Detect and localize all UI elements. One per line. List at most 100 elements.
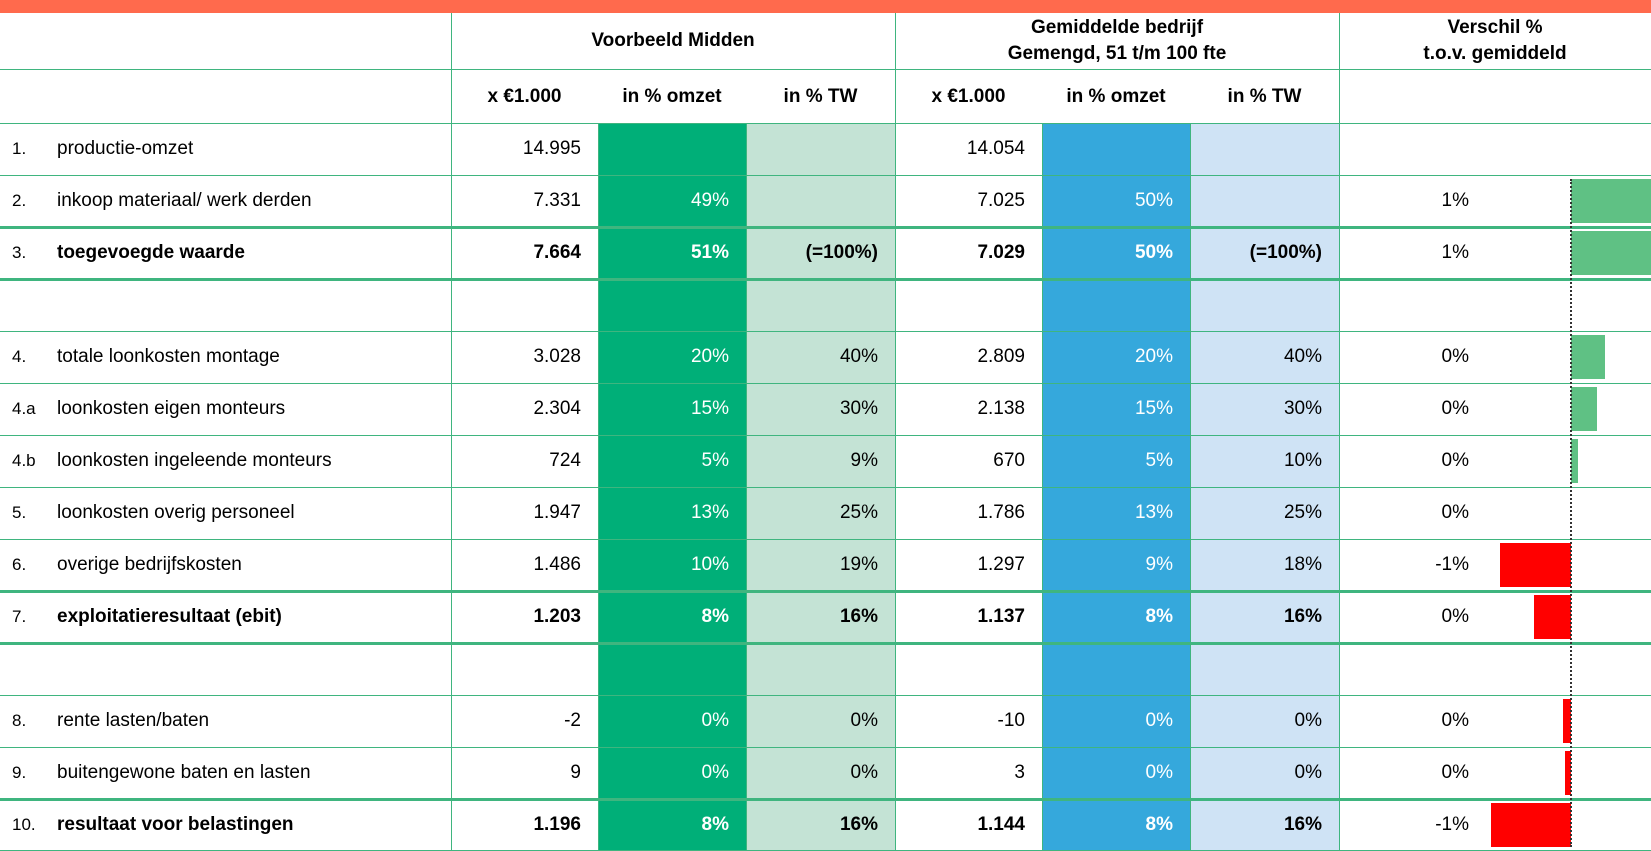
cell-value: 5%: [701, 450, 729, 471]
cell-value: 0%: [701, 762, 729, 783]
grid-line: [0, 69, 1651, 70]
group-title: Verschil %: [1447, 17, 1543, 38]
difference-bar: [1571, 231, 1651, 275]
grid-line: [0, 175, 1651, 176]
difference-bar: [1562, 699, 1571, 743]
cell-value: 16%: [1283, 814, 1322, 835]
cell-value: 9%: [850, 450, 878, 471]
cell-value: 14.995: [522, 138, 581, 159]
difference-value: 0%: [1441, 606, 1469, 627]
cell-value: 0%: [701, 710, 729, 731]
grid-line: [0, 487, 1651, 488]
row-number: 4.: [12, 347, 27, 366]
cell-value: 1.486: [533, 554, 581, 575]
row-number: 10.: [12, 815, 36, 834]
cell-value: 40%: [839, 346, 878, 367]
grid-line: [0, 798, 1651, 801]
cell-value: 2.304: [533, 398, 581, 419]
row-number: 4.a: [12, 399, 36, 418]
difference-bar: [1534, 595, 1571, 639]
cell-value: 19%: [839, 554, 878, 575]
grid-line: [0, 331, 1651, 332]
difference-bar: [1564, 751, 1571, 795]
grid-line: [451, 13, 452, 851]
cell-value: 0%: [1145, 710, 1173, 731]
cell-value: 13%: [1134, 502, 1173, 523]
cell-value: 14.054: [966, 138, 1025, 159]
cell-value: 10%: [1283, 450, 1322, 471]
grid-line: [746, 123, 747, 851]
row-number: 7.: [12, 607, 27, 626]
top-band: [0, 0, 1651, 13]
cell-value: -10: [997, 710, 1025, 731]
cell-value: (=100%): [1249, 242, 1322, 263]
group-subtitle: Gemengd, 51 t/m 100 fte: [1007, 43, 1227, 64]
grid-line: [895, 13, 896, 851]
row-number: 6.: [12, 555, 27, 574]
grid-line: [1042, 123, 1043, 851]
cell-value: -2: [564, 710, 581, 731]
cell-value: 25%: [1283, 502, 1322, 523]
cell-value: 8%: [1145, 606, 1173, 627]
cell-value: 16%: [839, 814, 878, 835]
cell-value: 0%: [1145, 762, 1173, 783]
row-label: resultaat voor belastingen: [57, 814, 294, 835]
grid-line: [0, 435, 1651, 436]
grid-line: [0, 539, 1651, 540]
difference-value: 0%: [1441, 710, 1469, 731]
cell-value: 7.025: [977, 190, 1025, 211]
grid-line: [598, 123, 599, 851]
row-number: 5.: [12, 503, 27, 522]
cell-value: 1.137: [977, 606, 1025, 627]
cell-value: 0%: [1294, 762, 1322, 783]
grid-line: [1190, 123, 1191, 851]
cell-value: 18%: [1283, 554, 1322, 575]
cell-value: 13%: [690, 502, 729, 523]
cell-value: 15%: [690, 398, 729, 419]
cell-value: 16%: [839, 606, 878, 627]
grid-line: [0, 747, 1651, 748]
grid-line: [0, 278, 1651, 281]
cell-value: 8%: [701, 814, 729, 835]
cell-value: 724: [549, 450, 581, 471]
cell-value: 50%: [1134, 242, 1173, 263]
cell-value: 51%: [690, 242, 729, 263]
cell-value: 1.786: [977, 502, 1025, 523]
row-label: toegevoegde waarde: [57, 242, 245, 263]
grid-line: [0, 590, 1651, 593]
group-subtitle: t.o.v. gemiddeld: [1423, 43, 1567, 64]
row-label: loonkosten overig personeel: [57, 502, 295, 523]
cell-value: 1.297: [977, 554, 1025, 575]
row-label: totale loonkosten montage: [57, 346, 280, 367]
row-label: rente lasten/baten: [57, 710, 210, 731]
cell-value: 670: [993, 450, 1025, 471]
difference-value: 0%: [1441, 502, 1469, 523]
cell-value: 7.029: [977, 242, 1025, 263]
row-number: 2.: [12, 191, 27, 210]
cell-value: 1.196: [533, 814, 581, 835]
cell-value: 1.144: [977, 814, 1025, 835]
cell-value: 3: [1014, 762, 1025, 783]
column-header: x €1.000: [931, 86, 1006, 107]
row-number: 9.: [12, 763, 27, 782]
difference-value: 1%: [1441, 190, 1469, 211]
cell-value: 0%: [850, 710, 878, 731]
cell-value: 25%: [839, 502, 878, 523]
column-header: x €1.000: [487, 86, 562, 107]
cell-value: 8%: [1145, 814, 1173, 835]
row-label: loonkosten eigen monteurs: [57, 398, 286, 419]
cell-value: 2.138: [977, 398, 1025, 419]
difference-value: 0%: [1441, 346, 1469, 367]
cell-value: 50%: [1134, 190, 1173, 211]
cell-value: 20%: [690, 346, 729, 367]
cell-value: 7.331: [533, 190, 581, 211]
row-label: overige bedrijfskosten: [57, 554, 242, 575]
cell-value: 9: [570, 762, 581, 783]
difference-bar: [1571, 439, 1579, 483]
column-header: in % omzet: [1066, 86, 1166, 107]
grid-line: [0, 123, 1651, 124]
difference-bar: [1499, 543, 1571, 587]
difference-bar: [1571, 179, 1651, 223]
cell-value: 1.203: [533, 606, 581, 627]
